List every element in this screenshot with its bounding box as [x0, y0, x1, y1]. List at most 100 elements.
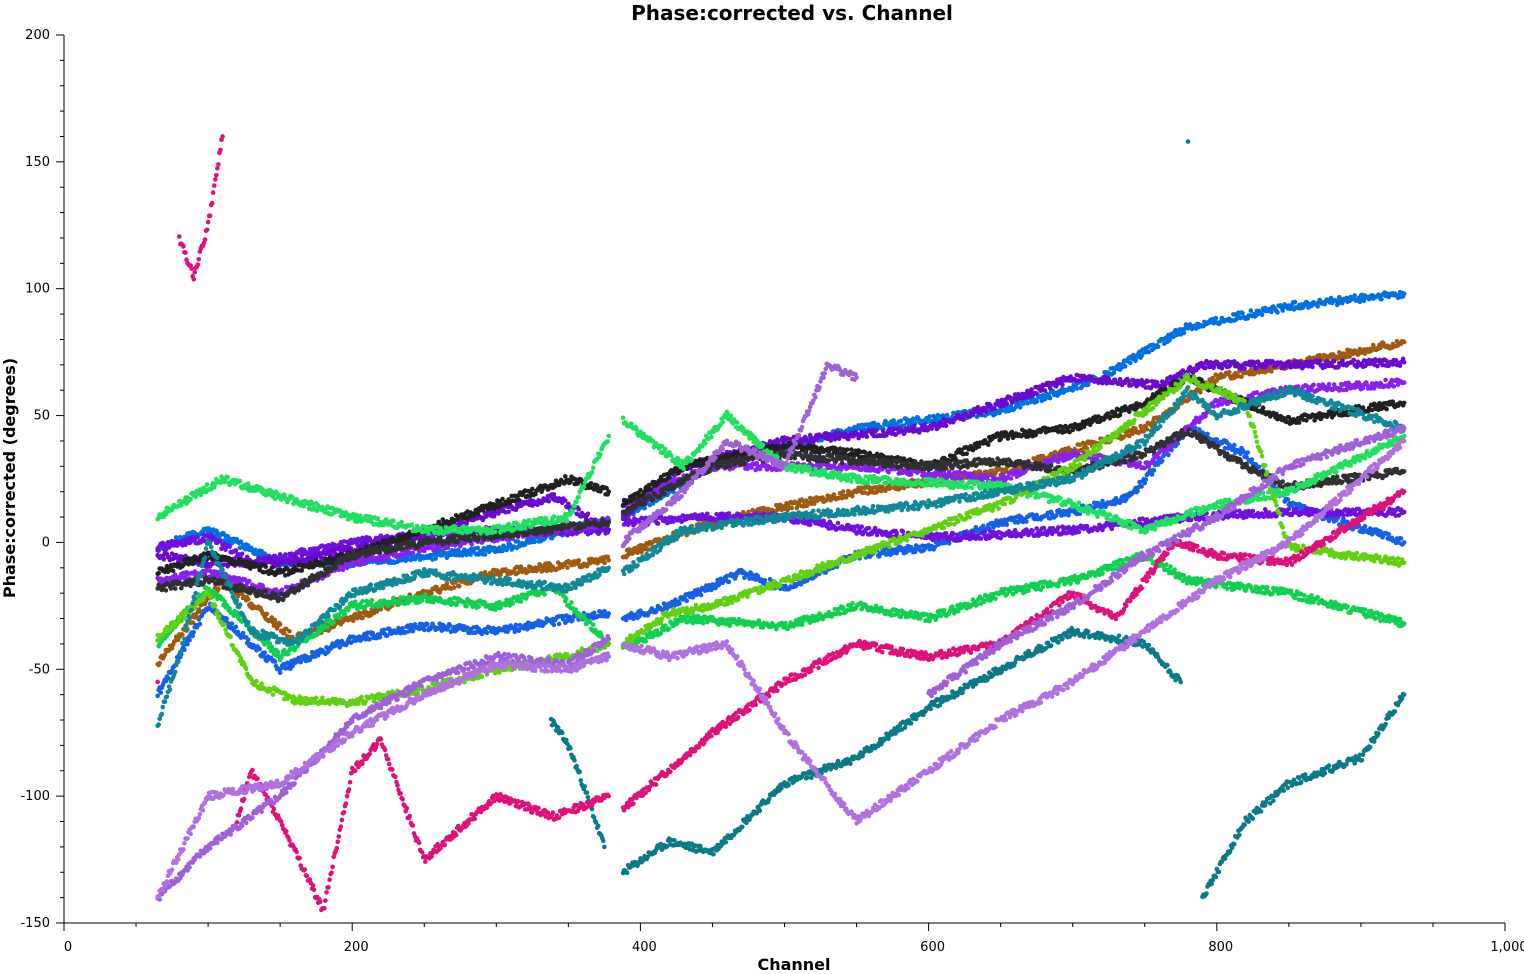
data-point: [515, 539, 521, 544]
data-point: [1111, 370, 1117, 376]
data-point: [245, 597, 251, 602]
data-point: [262, 650, 268, 655]
data-point: [532, 539, 537, 545]
data-point: [1066, 513, 1071, 518]
data-point: [565, 565, 570, 570]
data-point: [1159, 458, 1165, 464]
data-points: [155, 134, 1407, 913]
data-point: [157, 660, 162, 666]
data-point: [245, 637, 251, 642]
data-point: [1017, 405, 1023, 410]
data-point: [513, 622, 519, 628]
y-tick-label: 0: [42, 535, 50, 550]
data-point: [197, 621, 203, 627]
data-point: [367, 636, 373, 642]
data-point: [475, 545, 481, 551]
x-tick-label: 600: [920, 940, 945, 955]
data-point: [377, 635, 383, 640]
data-point: [866, 525, 872, 531]
data-point: [482, 552, 488, 557]
data-point: [1362, 524, 1368, 529]
data-point: [1226, 369, 1232, 375]
data-point: [1241, 449, 1246, 455]
data-point: [1245, 450, 1250, 455]
data-point: [789, 505, 794, 511]
data-point: [239, 551, 245, 557]
data-point: [1378, 345, 1383, 351]
data-point: [698, 592, 704, 598]
data-point: [287, 629, 292, 634]
data-point: [456, 584, 462, 589]
data-point: [840, 489, 846, 494]
data-point: [1047, 395, 1053, 401]
data-point: [1248, 308, 1254, 313]
data-point: [158, 690, 164, 695]
data-point: [190, 620, 195, 625]
y-tick-label: 100: [25, 282, 50, 297]
data-point: [1292, 299, 1298, 305]
data-point: [381, 627, 387, 632]
data-point: [944, 412, 950, 418]
y-tick-label: -100: [20, 789, 50, 804]
data-point: [1401, 339, 1407, 345]
data-point: [1084, 523, 1090, 529]
data-point: [1249, 457, 1255, 462]
data-point: [451, 585, 457, 590]
data-point: [187, 637, 192, 643]
data-point: [551, 622, 557, 628]
x-tick-label: 800: [1208, 940, 1233, 955]
data-point: [216, 586, 221, 592]
data-point: [486, 549, 492, 555]
data-point: [606, 611, 611, 616]
data-point: [1213, 315, 1219, 321]
x-tick-label: 1,000: [1490, 940, 1524, 955]
data-point: [951, 410, 956, 416]
data-point: [1034, 399, 1039, 404]
data-point: [194, 614, 200, 620]
data-point: [1155, 344, 1161, 350]
data-point: [1122, 364, 1128, 369]
data-point: [229, 621, 235, 626]
data-point: [978, 536, 984, 541]
x-tick-label: 200: [344, 940, 369, 955]
data-point: [173, 535, 179, 540]
data-point: [602, 560, 607, 566]
data-point: [1256, 464, 1262, 470]
data-point: [191, 630, 196, 635]
data-point: [1004, 522, 1010, 528]
data-point: [1232, 442, 1237, 448]
data-point: [1144, 426, 1150, 432]
data-point: [1259, 312, 1265, 318]
data-point: [410, 628, 416, 634]
data-point: [180, 632, 185, 637]
data-point: [1401, 509, 1407, 515]
data-point: [1151, 468, 1157, 473]
series-blue-1: [155, 289, 1407, 569]
data-point: [1074, 386, 1080, 391]
data-point: [642, 505, 647, 511]
x-tick-label: 0: [64, 940, 72, 955]
data-point: [900, 529, 906, 534]
y-tick-label: 200: [25, 28, 50, 43]
data-point: [606, 557, 611, 563]
data-point: [762, 578, 768, 583]
data-point: [1398, 536, 1404, 541]
y-tick-label: -150: [20, 916, 50, 931]
data-point: [240, 630, 246, 636]
data-point: [1139, 484, 1144, 489]
data-point: [245, 543, 251, 548]
data-point: [526, 569, 531, 574]
data-point: [859, 524, 864, 529]
data-point: [705, 511, 710, 517]
data-point: [726, 579, 732, 585]
data-point: [576, 558, 582, 563]
data-point: [591, 610, 597, 616]
data-point: [197, 609, 203, 614]
data-point: [850, 494, 855, 499]
data-point: [194, 535, 200, 540]
data-point: [447, 623, 453, 628]
data-point: [1250, 508, 1256, 514]
data-point: [227, 544, 232, 550]
data-point: [464, 552, 469, 558]
